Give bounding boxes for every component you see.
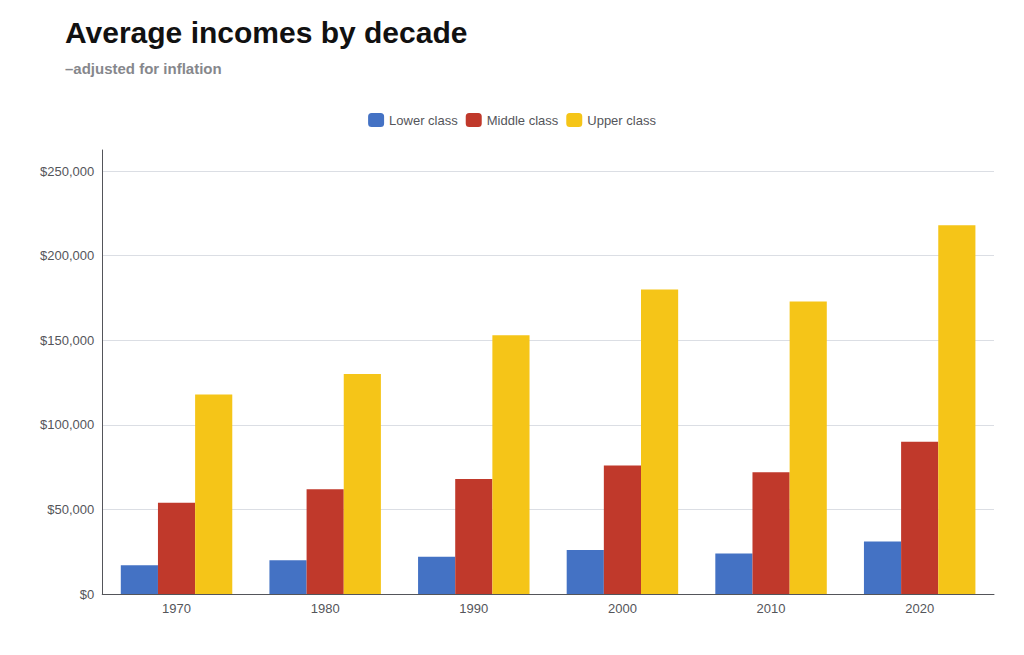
svg-text:Upper class: Upper class xyxy=(587,113,656,128)
svg-text:$250,000: $250,000 xyxy=(40,164,94,179)
svg-text:2010: 2010 xyxy=(757,601,786,616)
svg-text:1990: 1990 xyxy=(459,601,488,616)
svg-text:$100,000: $100,000 xyxy=(40,417,94,432)
svg-text:1980: 1980 xyxy=(311,601,340,616)
svg-text:$0: $0 xyxy=(80,587,94,602)
svg-text:Middle class: Middle class xyxy=(487,113,559,128)
svg-text:Lower class: Lower class xyxy=(389,113,458,128)
svg-text:$50,000: $50,000 xyxy=(47,502,94,517)
svg-text:1970: 1970 xyxy=(162,601,191,616)
svg-text:2000: 2000 xyxy=(608,601,637,616)
svg-text:Average incomes by decade: Average incomes by decade xyxy=(65,16,467,49)
svg-text:–adjusted for inflation: –adjusted for inflation xyxy=(65,60,222,77)
svg-text:2020: 2020 xyxy=(905,601,934,616)
svg-text:$200,000: $200,000 xyxy=(40,248,94,263)
svg-text:$150,000: $150,000 xyxy=(40,333,94,348)
